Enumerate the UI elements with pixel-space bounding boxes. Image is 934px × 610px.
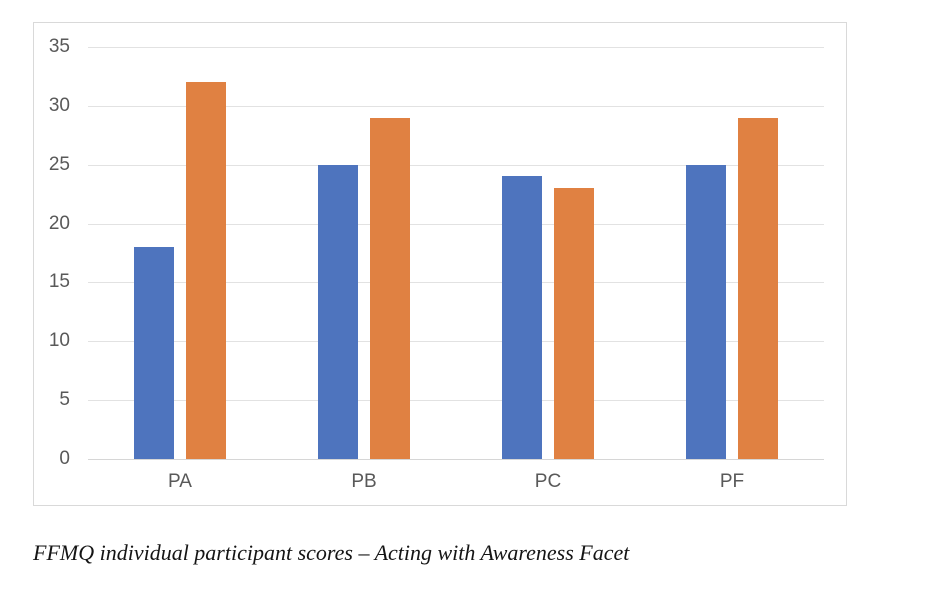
bar-PB-blue-series	[318, 165, 358, 459]
gridline-10	[88, 341, 824, 342]
y-tick-label-25: 25	[48, 154, 70, 175]
y-tick-label-35: 35	[48, 36, 70, 57]
x-axis-line	[88, 459, 824, 460]
bar-PC-blue-series	[502, 176, 542, 459]
bar-PB-orange-series	[370, 118, 410, 459]
gridline-25	[88, 165, 824, 166]
x-tick-label-PC: PC	[534, 471, 562, 492]
plot-area	[88, 47, 824, 460]
gridline-5	[88, 400, 824, 401]
bar-PF-orange-series	[738, 118, 778, 459]
x-tick-label-PA: PA	[168, 471, 192, 492]
bar-chart: 0 5 10 15 20 25 30 35 PA PB PC PF	[33, 22, 847, 506]
bar-PC-orange-series	[554, 188, 594, 459]
gridline-15	[88, 282, 824, 283]
bar-PF-blue-series	[686, 165, 726, 459]
chart-caption: FFMQ individual participant scores – Act…	[33, 540, 630, 565]
gridline-20	[88, 224, 824, 225]
y-tick-label-30: 30	[48, 95, 70, 116]
y-tick-label-10: 10	[48, 330, 70, 351]
y-tick-label-0: 0	[59, 448, 70, 469]
y-tick-label-5: 5	[59, 389, 70, 410]
y-tick-label-20: 20	[48, 213, 70, 234]
gridline-35	[88, 47, 824, 48]
gridline-30	[88, 106, 824, 107]
bar-PA-orange-series	[186, 82, 226, 459]
bar-PA-blue-series	[134, 247, 174, 459]
x-tick-label-PF: PF	[719, 471, 745, 492]
y-tick-label-15: 15	[48, 271, 70, 292]
x-tick-label-PB: PB	[351, 471, 377, 492]
